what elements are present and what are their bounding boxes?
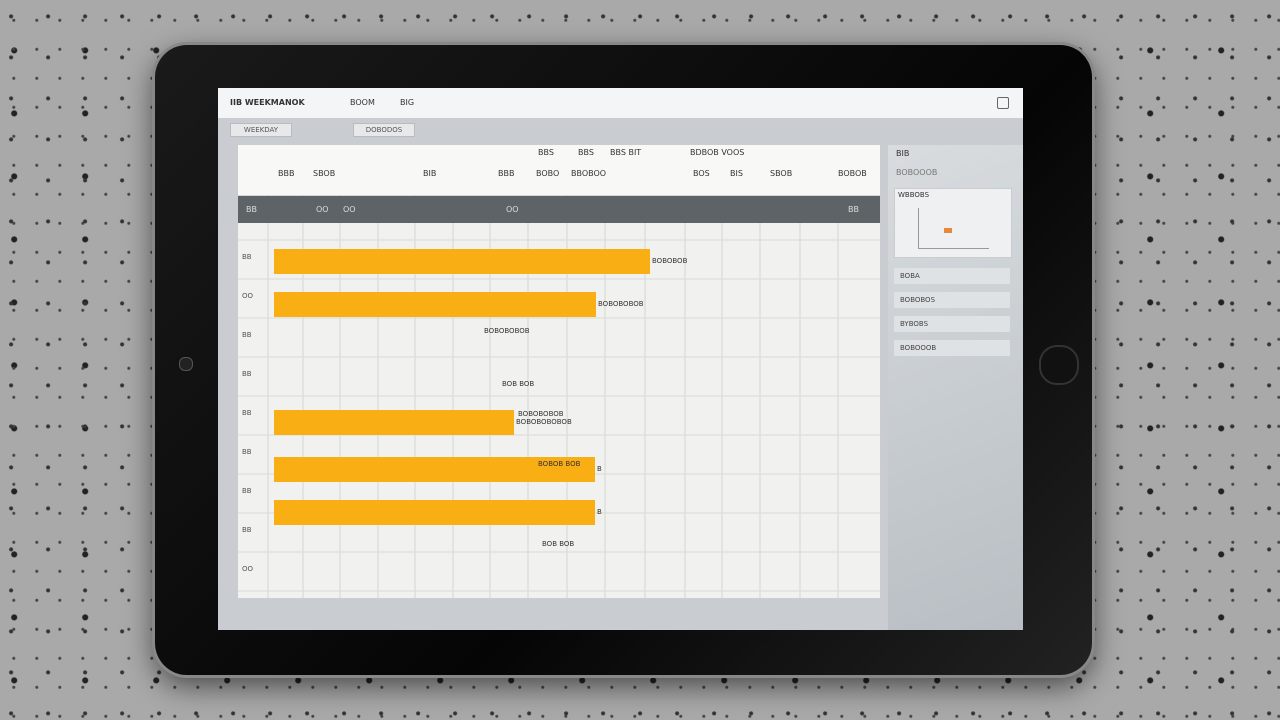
band-label: OO bbox=[506, 205, 519, 214]
column-label: SBOB bbox=[770, 169, 793, 178]
row-label: OO bbox=[242, 565, 254, 573]
dependency-note: BOBOBOBOB bbox=[518, 410, 564, 418]
sidebar-item[interactable]: BOBA bbox=[894, 268, 1010, 284]
sidebar-item[interactable]: BOBOOOB bbox=[894, 340, 1010, 356]
dependency-note: BOB BOB bbox=[542, 540, 575, 548]
top-header: BBS BIT bbox=[610, 148, 642, 157]
toolbar-button[interactable]: WEEKDAY bbox=[230, 123, 292, 137]
column-label: SBOB bbox=[313, 169, 336, 178]
bar-label: B bbox=[597, 465, 602, 473]
card-chart bbox=[918, 208, 989, 249]
header-item: BIG bbox=[400, 98, 415, 107]
bar-label: B bbox=[597, 508, 602, 516]
band-label: BB bbox=[246, 205, 257, 214]
gantt-bar[interactable] bbox=[274, 292, 596, 317]
header-item: BOOM bbox=[350, 98, 375, 107]
row-label: OO bbox=[242, 292, 254, 300]
card-title: WBBOBS bbox=[898, 191, 930, 199]
column-header bbox=[238, 145, 880, 195]
gantt-bar[interactable] bbox=[274, 410, 514, 435]
bar-label: BOBOBOBOBOB bbox=[516, 418, 572, 426]
row-label: BB bbox=[242, 409, 252, 417]
row-label: BB bbox=[242, 370, 252, 378]
column-label: BBB bbox=[498, 169, 515, 178]
column-label: BOBOB bbox=[838, 169, 867, 178]
gantt-bar[interactable] bbox=[274, 500, 595, 525]
dependency-note: BOBOB BOB bbox=[538, 460, 581, 468]
bar-label: BOBOBOB bbox=[652, 257, 688, 265]
timeline-band bbox=[238, 196, 880, 223]
row-label: BB bbox=[242, 487, 252, 495]
row-label: BB bbox=[242, 253, 252, 261]
gantt-bar[interactable] bbox=[274, 457, 595, 482]
column-label: BBOBOO bbox=[571, 169, 607, 178]
dependency-note: BOBOBOBOB bbox=[484, 327, 530, 335]
row-label: BB bbox=[242, 526, 252, 534]
sidebar-card bbox=[894, 188, 1012, 258]
toolbar-button[interactable]: DOBODOS bbox=[353, 123, 415, 137]
top-header: BBS bbox=[578, 148, 594, 157]
app-title: IIB WEEKMANOK bbox=[230, 98, 305, 107]
row-label: BB bbox=[242, 331, 252, 339]
camera bbox=[179, 357, 193, 371]
gantt-grid: BBS BBS BBS BIT BDBOB VOOS BBB SBOB BIB BBB BOBO… bbox=[238, 145, 880, 598]
column-label: BOS bbox=[693, 169, 710, 178]
dependency-note: BOB BOB bbox=[502, 380, 535, 388]
settings-icon[interactable] bbox=[997, 97, 1009, 109]
sidebar-item[interactable]: BYBOBS bbox=[894, 316, 1010, 332]
column-label: BIS bbox=[730, 169, 743, 178]
home-button[interactable] bbox=[1039, 345, 1079, 385]
gantt-bar[interactable] bbox=[274, 249, 650, 274]
sidebar-subtitle: BOBOOOB bbox=[896, 168, 938, 177]
band-label: OO bbox=[343, 205, 356, 214]
top-header: BBS bbox=[538, 148, 554, 157]
column-label: BIB bbox=[423, 169, 437, 178]
bar-label: BOBOBOBOB bbox=[598, 300, 644, 308]
sidebar-item[interactable]: BOBOBOS bbox=[894, 292, 1010, 308]
sidebar-title: BIB bbox=[896, 149, 910, 158]
row-label: BB bbox=[242, 448, 252, 456]
column-label: BBB bbox=[278, 169, 295, 178]
band-label: BB bbox=[848, 205, 859, 214]
top-header: BDBOB VOOS bbox=[690, 148, 745, 157]
screen: IIB WEEKMANOK BOOM BIG WEEKDAY DOBODOS B… bbox=[218, 88, 1023, 630]
band-label: OO bbox=[316, 205, 329, 214]
column-label: BOBO bbox=[536, 169, 560, 178]
header-bar bbox=[218, 88, 1023, 118]
